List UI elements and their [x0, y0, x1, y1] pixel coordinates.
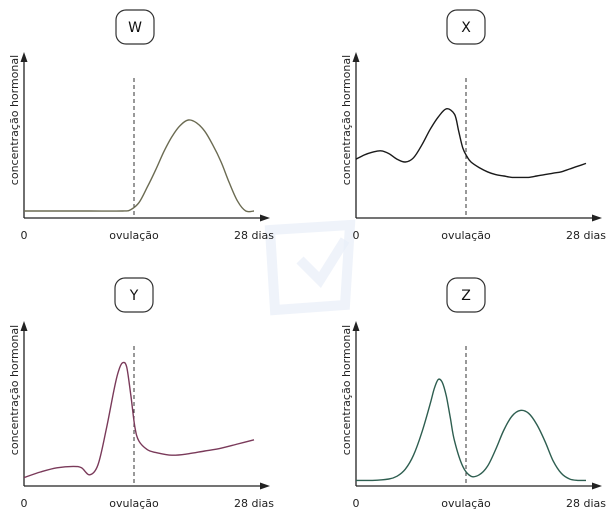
panel-x-x-arrow [592, 214, 602, 222]
panel-z-tick-ovulation: ovulação [441, 497, 491, 510]
panel-y-badge [114, 277, 154, 313]
panel-x-tick-28: 28 dias [566, 229, 606, 242]
panel-z-badge [446, 277, 486, 313]
panel-z-tick-0: 0 [353, 497, 360, 510]
panel-w-tick-ovulation: ovulação [109, 229, 159, 242]
panel-y: Y concentração hormonal 0 ovulação 28 di… [8, 277, 274, 510]
panel-w-title: W [128, 20, 142, 36]
panel-y-title: Y [129, 288, 139, 304]
panel-y-y-label: concentração hormonal [8, 325, 21, 455]
panel-x-tick-ovulation: ovulação [441, 229, 491, 242]
panel-x-curve [355, 108, 587, 179]
panel-x-title: X [461, 20, 471, 36]
panel-y-y-arrow [20, 321, 28, 331]
panel-z-curve [355, 378, 587, 482]
panel-w-curve [23, 119, 255, 213]
panel-x-badge [446, 9, 486, 45]
panel-y-x-arrow [260, 482, 270, 490]
panel-w-y-label: concentração hormonal [8, 55, 21, 185]
panel-z-x-arrow [592, 482, 602, 490]
panel-z: Z concentração hormonal 0 ovulação 28 di… [340, 277, 606, 510]
panel-w-badge [115, 9, 155, 45]
panel-x: X concentração hormonal 0 ovulação 28 di… [340, 9, 606, 242]
panel-y-curve [23, 361, 255, 479]
panel-z-y-arrow [352, 321, 360, 331]
watermark-logo [264, 219, 356, 316]
panel-w-x-arrow [260, 214, 270, 222]
panel-z-title: Z [461, 288, 471, 304]
panel-z-y-label: concentração hormonal [340, 325, 353, 455]
panel-w: W concentração hormonal 0 ovulação 28 di… [8, 9, 274, 242]
panel-y-tick-28: 28 dias [234, 497, 274, 510]
panel-w-y-arrow [20, 52, 28, 62]
panel-z-tick-28: 28 dias [566, 497, 606, 510]
panel-x-tick-0: 0 [353, 229, 360, 242]
panel-y-tick-ovulation: ovulação [109, 497, 159, 510]
panel-x-y-label: concentração hormonal [340, 55, 353, 185]
panel-y-tick-0: 0 [21, 497, 28, 510]
panel-w-tick-28: 28 dias [234, 229, 274, 242]
panel-x-y-arrow [352, 52, 360, 62]
panel-w-tick-0: 0 [21, 229, 28, 242]
